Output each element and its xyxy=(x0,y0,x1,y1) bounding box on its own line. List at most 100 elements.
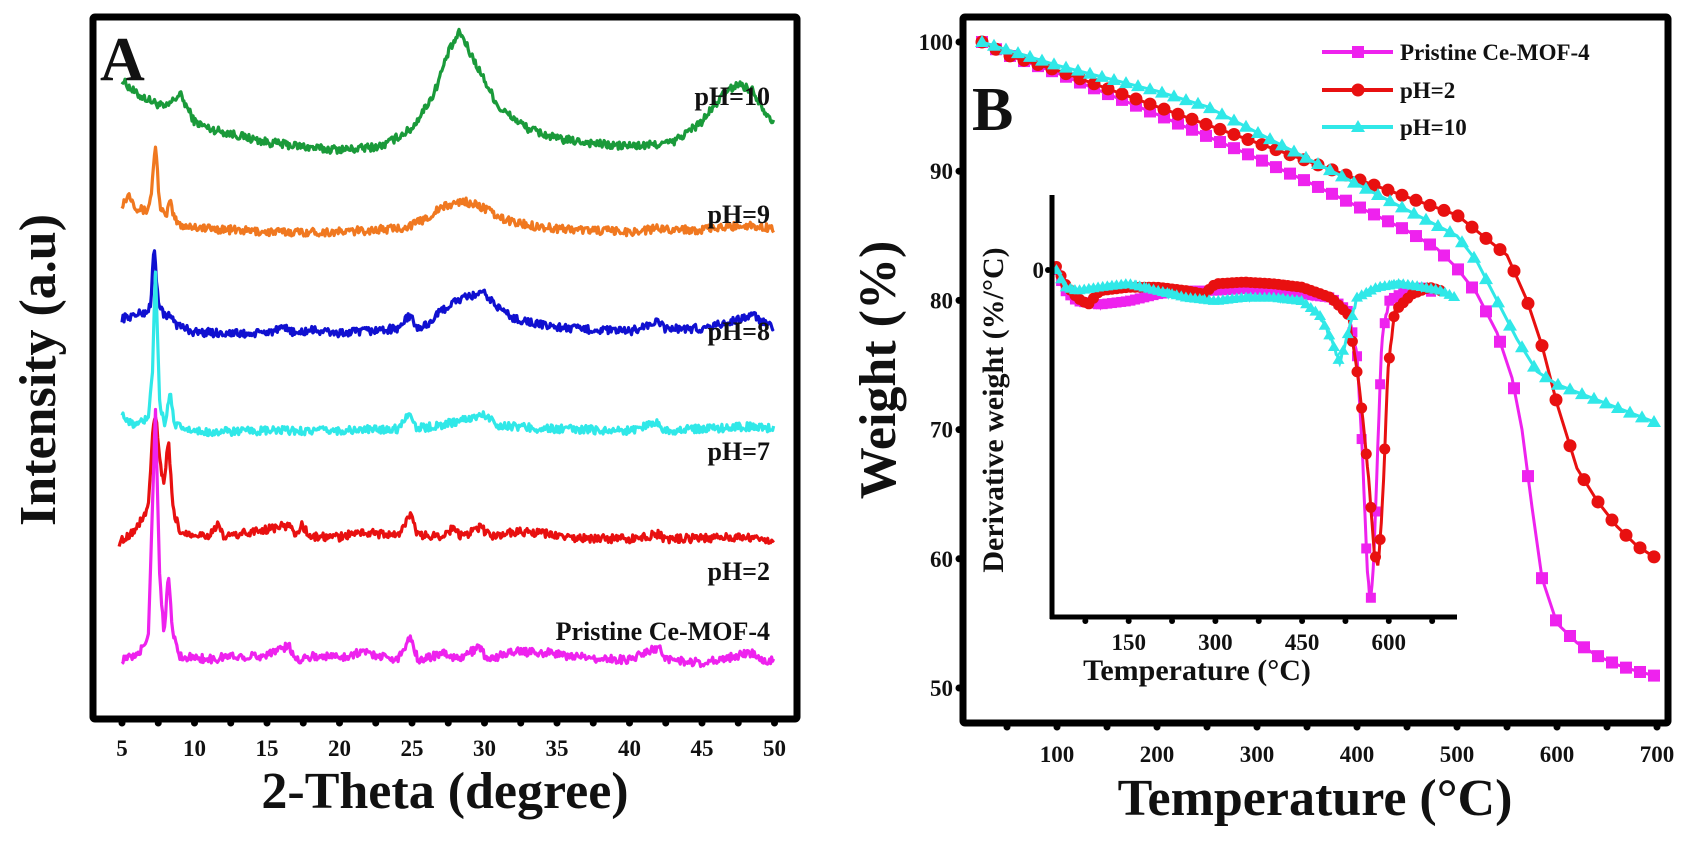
series-marker-ph-2 xyxy=(1493,243,1507,257)
inset-series-marker-ph-10 xyxy=(1332,353,1345,364)
x-tick-label: 5 xyxy=(116,736,128,761)
inset-series-marker-ph-10 xyxy=(1346,310,1359,320)
x-tick-mark xyxy=(1253,723,1261,731)
inset-series-marker-ph-2 xyxy=(1360,448,1372,460)
series-marker-ph-2 xyxy=(1213,122,1227,136)
series-marker-ph-10 xyxy=(1323,163,1337,176)
series-marker-pristine-ce-mof-4 xyxy=(1634,665,1646,678)
x-tick-mark xyxy=(1353,723,1361,731)
series-marker-pristine-ce-mof-4 xyxy=(1592,650,1604,663)
series-marker-ph-10 xyxy=(1059,60,1073,73)
x-tick-mark xyxy=(408,719,416,727)
inset-series-marker-ph-10 xyxy=(1341,328,1354,339)
series-marker-ph-2 xyxy=(1115,87,1129,101)
series-marker-ph-2 xyxy=(1535,339,1549,353)
series-marker-ph-10 xyxy=(1443,225,1457,238)
series-marker-ph-10 xyxy=(1563,382,1577,395)
series-marker-ph-10 xyxy=(1299,150,1313,163)
series-marker-ph-2 xyxy=(1563,439,1577,453)
series-marker-pristine-ce-mof-4 xyxy=(1242,148,1254,161)
series-marker-ph-10 xyxy=(1527,359,1541,372)
x-tick-mark xyxy=(1203,723,1211,731)
inset-series-marker-pristine-ce-mof-4 xyxy=(1379,318,1390,329)
series-marker-ph-2 xyxy=(1395,188,1409,202)
x-tick-mark xyxy=(1553,723,1561,731)
inset-series-marker-ph-2 xyxy=(1379,443,1391,455)
inset-series-marker-pristine-ce-mof-4 xyxy=(1375,379,1386,390)
series-line-pristine-ce-mof-4 xyxy=(981,40,1658,678)
series-line-ph-9 xyxy=(120,145,775,238)
panel-b-frame xyxy=(959,13,1672,727)
series-marker-ph-2 xyxy=(1171,107,1185,121)
x-tick-label: 200 xyxy=(1140,742,1175,767)
series-marker-ph-10 xyxy=(1035,53,1049,66)
panel-b-inset: 150 300 450 600 0 Temperature (°C) Derivativ… xyxy=(977,195,1461,687)
series-marker-ph-10 xyxy=(999,42,1013,55)
inset-series-marker-pristine-ce-mof-4 xyxy=(1361,543,1372,554)
panel-a-series xyxy=(117,27,776,669)
series-marker-ph-10 xyxy=(1587,391,1601,404)
series-label-ph-8: pH=8 xyxy=(708,317,771,346)
x-tick-mark xyxy=(1103,723,1111,731)
inset-series-marker-pristine-ce-mof-4 xyxy=(1365,592,1376,603)
inset-series-marker-ph-10 xyxy=(1327,341,1340,352)
inset-axes: 150 300 450 600 0 xyxy=(1033,195,1457,655)
y-tick-label: 60 xyxy=(930,547,953,572)
inset-series-marker-ph-10 xyxy=(1337,344,1350,355)
x-tick-mark xyxy=(662,719,670,727)
y-tick-mark xyxy=(955,555,963,563)
inset-series-marker-ph-10 xyxy=(1055,273,1068,284)
series-marker-ph-10 xyxy=(1635,410,1649,423)
panel-a: 5 10 15 20 25 30 35 40 45 50 A pH=10pH=9pH=8pH=7p… xyxy=(10,13,801,820)
x-tick-label: 30 xyxy=(473,736,496,761)
series-marker-ph-2 xyxy=(1199,117,1213,131)
x-tick-label: 35 xyxy=(546,736,569,761)
inset-x-tick-mark xyxy=(1125,618,1132,624)
series-line-ph-10 xyxy=(981,40,1658,425)
series-marker-ph-2 xyxy=(1577,473,1591,487)
inset-series-marker-ph-10 xyxy=(1323,329,1336,340)
series-marker-ph-10 xyxy=(1503,318,1517,331)
series-marker-ph-2 xyxy=(1521,296,1535,310)
series-marker-ph-10 xyxy=(1467,250,1481,263)
series-marker-ph-2 xyxy=(1101,82,1115,96)
series-marker-ph-10 xyxy=(1119,76,1133,89)
inset-x-tick-mark xyxy=(1342,618,1349,624)
x-tick-mark xyxy=(191,719,198,727)
series-label-ph-7: pH=7 xyxy=(708,437,771,466)
y-tick-mark xyxy=(955,167,963,175)
panel-b-letter: B xyxy=(972,76,1013,144)
inset-x-tick-label: 300 xyxy=(1198,630,1233,655)
series-marker-ph-2 xyxy=(1129,92,1143,106)
inset-x-tick-label: 600 xyxy=(1372,630,1407,655)
series-marker-pristine-ce-mof-4 xyxy=(1396,222,1408,235)
inset-series-marker-ph-2 xyxy=(1374,534,1386,546)
x-tick-label: 25 xyxy=(401,736,424,761)
series-marker-ph-10 xyxy=(1251,125,1265,138)
series-marker-pristine-ce-mof-4 xyxy=(1340,194,1352,207)
inset-series-marker-ph-2 xyxy=(1365,501,1377,513)
x-tick-mark xyxy=(734,719,742,727)
series-marker-ph-10 xyxy=(1071,63,1085,76)
inset-y-tick-mark xyxy=(1045,267,1051,273)
series-marker-pristine-ce-mof-4 xyxy=(1648,669,1660,682)
inset-series-marker-pristine-ce-mof-4 xyxy=(1356,434,1367,445)
legend-label-ph-2: pH=2 xyxy=(1400,78,1455,103)
series-line-ph-8 xyxy=(120,249,775,339)
y-tick-label: 90 xyxy=(930,159,953,184)
legend-marker-ph-2 xyxy=(1351,83,1365,97)
series-marker-ph-10 xyxy=(1419,212,1433,225)
series-marker-ph-2 xyxy=(1437,203,1451,217)
x-tick-mark xyxy=(626,719,633,727)
series-line-ph-7 xyxy=(120,270,776,438)
inset-series xyxy=(1050,261,1461,603)
series-marker-pristine-ce-mof-4 xyxy=(1312,180,1324,193)
inset-x-tick-mark xyxy=(1385,618,1392,624)
series-marker-ph-10 xyxy=(1179,93,1193,106)
y-tick-mark xyxy=(955,296,963,304)
x-tick-mark xyxy=(481,719,488,727)
series-label-ph-2: pH=2 xyxy=(708,557,771,586)
series-marker-ph-10 xyxy=(1395,200,1409,213)
x-tick-mark xyxy=(1453,723,1461,731)
series-marker-pristine-ce-mof-4 xyxy=(1480,305,1492,318)
